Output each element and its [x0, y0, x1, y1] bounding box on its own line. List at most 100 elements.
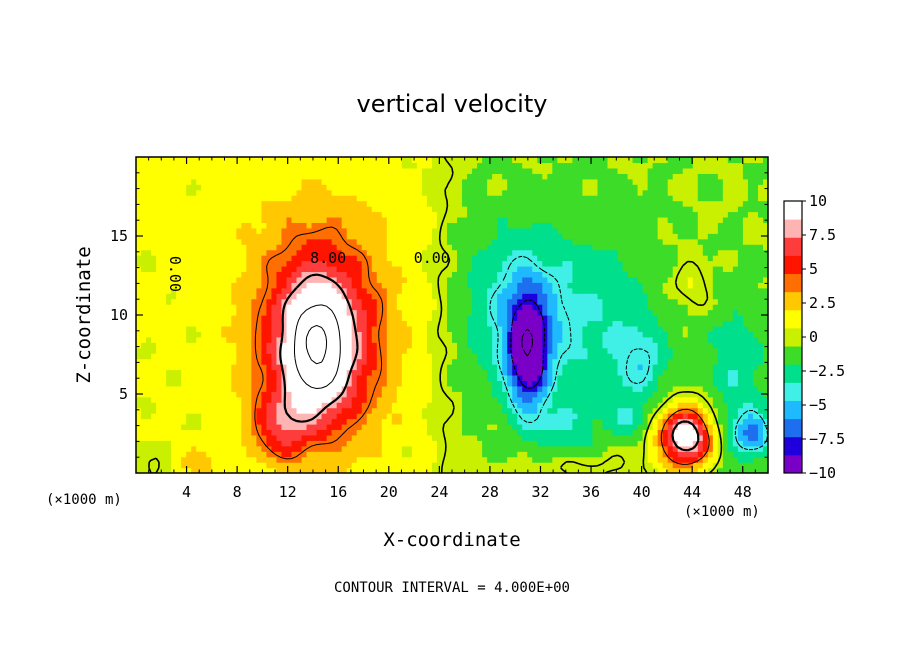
heatmap-cell [221, 380, 227, 386]
heatmap-cell [562, 369, 568, 375]
heatmap-cell [317, 315, 323, 321]
heatmap-cell [482, 375, 488, 381]
heatmap-cell [557, 402, 563, 408]
heatmap-cell [602, 342, 608, 348]
heatmap-cell [648, 261, 654, 267]
heatmap-cell [141, 435, 147, 441]
heatmap-cell [577, 375, 583, 381]
heatmap-cell [412, 451, 418, 457]
heatmap-cell [477, 369, 483, 375]
heatmap-cell [236, 364, 242, 370]
heatmap-cell [748, 320, 754, 326]
heatmap-cell [251, 457, 257, 463]
heatmap-cell [522, 359, 528, 365]
heatmap-cell [577, 299, 583, 305]
heatmap-cell [517, 462, 523, 468]
heatmap-cell [703, 315, 709, 321]
heatmap-cell [743, 288, 749, 294]
heatmap-cell [246, 386, 252, 392]
heatmap-cell [397, 342, 403, 348]
heatmap-cell [166, 419, 172, 425]
heatmap-cell [497, 266, 503, 272]
heatmap-cell [432, 299, 438, 305]
heatmap-cell [181, 391, 187, 397]
heatmap-cell [467, 271, 473, 277]
heatmap-cell [422, 386, 428, 392]
heatmap-cell [171, 440, 177, 446]
heatmap-cell [557, 342, 563, 348]
heatmap-cell [362, 402, 368, 408]
heatmap-cell [397, 348, 403, 354]
heatmap-cell [141, 342, 147, 348]
heatmap-cell [457, 408, 463, 414]
heatmap-cell [161, 369, 167, 375]
heatmap-cell [472, 440, 478, 446]
heatmap-cell [312, 402, 318, 408]
heatmap-cell [397, 304, 403, 310]
heatmap-cell [673, 320, 679, 326]
heatmap-cell [397, 424, 403, 430]
heatmap-cell [417, 386, 423, 392]
heatmap-cell [251, 337, 257, 343]
heatmap-cell [502, 369, 508, 375]
heatmap-cell [417, 413, 423, 419]
heatmap-cell [572, 331, 578, 337]
heatmap-cell [201, 277, 207, 283]
heatmap-cell [522, 413, 528, 419]
heatmap-cell [658, 331, 664, 337]
heatmap-cell [181, 337, 187, 343]
heatmap-cell [327, 375, 333, 381]
heatmap-cell [196, 288, 202, 294]
heatmap-cell [332, 419, 338, 425]
heatmap-cell [502, 261, 508, 267]
heatmap-cell [196, 353, 202, 359]
heatmap-cell [377, 424, 383, 430]
heatmap-cell [241, 315, 247, 321]
heatmap-cell [462, 315, 468, 321]
heatmap-cell [698, 293, 704, 299]
heatmap-cell [427, 277, 433, 283]
heatmap-cell [251, 369, 257, 375]
heatmap-cell [537, 359, 543, 365]
heatmap-cell [221, 408, 227, 414]
heatmap-cell [557, 369, 563, 375]
heatmap-cell [181, 359, 187, 365]
heatmap-cell [422, 331, 428, 337]
heatmap-cell [317, 299, 323, 305]
heatmap-cell [748, 353, 754, 359]
heatmap-cell [638, 320, 644, 326]
heatmap-cell [602, 326, 608, 332]
heatmap-cell [602, 391, 608, 397]
heatmap-cell [703, 261, 709, 267]
heatmap-cell [322, 380, 328, 386]
heatmap-cell [472, 348, 478, 354]
heatmap-cell [557, 348, 563, 354]
heatmap-cell [567, 271, 573, 277]
heatmap-cell [417, 369, 423, 375]
heatmap-cell [216, 282, 222, 288]
heatmap-cell [648, 293, 654, 299]
heatmap-cell [231, 310, 237, 316]
heatmap-cell [191, 293, 197, 299]
heatmap-cell [718, 320, 724, 326]
heatmap-cell [592, 380, 598, 386]
heatmap-cell [136, 380, 142, 386]
heatmap-cell [402, 348, 408, 354]
heatmap-cell [146, 304, 152, 310]
heatmap-cell [372, 397, 378, 403]
heatmap-cell [377, 304, 383, 310]
heatmap-cell [658, 348, 664, 354]
heatmap-cell [653, 402, 659, 408]
heatmap-cell [507, 293, 513, 299]
heatmap-cell [748, 331, 754, 337]
heatmap-cell [497, 375, 503, 381]
heatmap-cell [216, 299, 222, 305]
heatmap-cell [552, 320, 558, 326]
heatmap-cell [663, 271, 669, 277]
heatmap-cell [648, 266, 654, 272]
heatmap-cell [422, 413, 428, 419]
heatmap-cell [392, 266, 398, 272]
heatmap-cell [156, 310, 162, 316]
heatmap-cell [216, 462, 222, 468]
heatmap-cell [688, 440, 694, 446]
